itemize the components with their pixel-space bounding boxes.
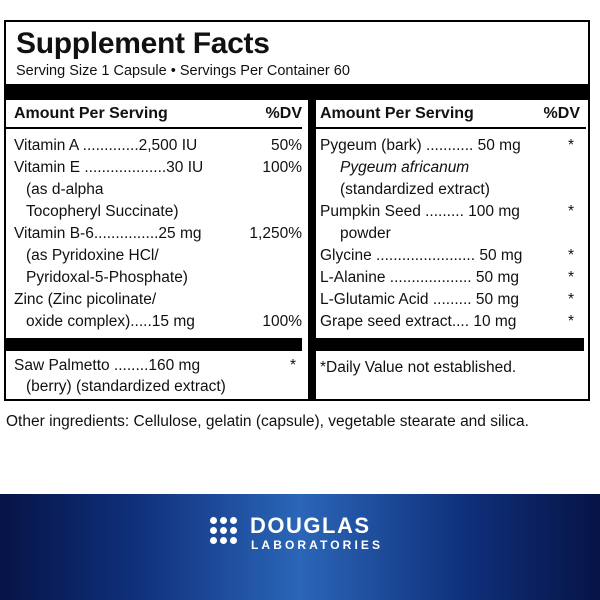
dots-grid-icon	[210, 517, 242, 549]
nutrient-row: Pyridoxal-5-Phosphate)	[26, 269, 188, 286]
ingredient-row: Pygeum africanum	[340, 159, 470, 176]
left-column: Amount Per Serving %DV Vitamin A .......…	[6, 84, 302, 399]
brand-name: DOUGLAS	[250, 513, 371, 538]
nutrient-row: (as Pyridoxine HCl/	[26, 247, 159, 264]
nutrient-row: (berry) (standardized extract)	[26, 378, 226, 395]
ingredient-row: Pumpkin Seed ......... 100 mg *	[320, 203, 574, 220]
nutrient-row: Vitamin A .............2,500 IU 50%	[14, 137, 302, 154]
ingredient-row: L-Glutamic Acid ......... 50 mg *	[320, 291, 574, 308]
ingredient-row: L-Alanine ................... 50 mg *	[320, 269, 574, 286]
nutrient-row: oxide complex).....15 mg 100%	[26, 313, 302, 330]
left-mid-thick-rule	[6, 338, 302, 351]
ingredient-row: (standardized extract)	[340, 181, 490, 198]
nutrient-row: Vitamin E ...................30 IU 100%	[14, 159, 302, 176]
brand-band	[0, 494, 600, 600]
nutrient-row: Tocopheryl Succinate)	[26, 203, 179, 220]
footnote: *Daily Value not established.	[320, 359, 517, 376]
column-divider	[308, 84, 316, 401]
ingredient-row: Pygeum (bark) ........... 50 mg *	[320, 137, 574, 154]
nutrient-row-saw-palmetto: Saw Palmetto ........160 mg *	[14, 357, 296, 374]
nutrient-row: Vitamin B-6...............25 mg 1,250%	[14, 225, 302, 242]
right-column: Amount Per Serving %DV Pygeum (bark) ...…	[314, 84, 586, 399]
right-header-amount: Amount Per Serving	[320, 105, 474, 122]
serving-info: Serving Size 1 Capsule • Servings Per Co…	[16, 63, 350, 79]
brand-subtitle: LABORATORIES	[251, 538, 384, 552]
left-header-dv: %DV	[265, 105, 302, 122]
right-mid-thick-rule	[316, 338, 584, 351]
left-header-amount: Amount Per Serving	[14, 105, 168, 122]
ingredient-row: Glycine ....................... 50 mg *	[320, 247, 574, 264]
right-header-dv: %DV	[543, 105, 580, 122]
right-header-rule	[314, 127, 586, 129]
ingredient-row: Grape seed extract.... 10 mg *	[320, 313, 574, 330]
left-header-rule	[6, 127, 302, 129]
supplement-facts-panel: Supplement Facts Serving Size 1 Capsule …	[4, 20, 590, 401]
ingredient-row: powder	[340, 225, 391, 242]
top-thick-rule	[6, 84, 588, 100]
panel-title: Supplement Facts	[16, 27, 270, 60]
nutrient-row: Zinc (Zinc picolinate/	[14, 291, 157, 308]
nutrient-row: (as d-alpha	[26, 181, 104, 198]
other-ingredients: Other ingredients: Cellulose, gelatin (c…	[6, 413, 529, 430]
